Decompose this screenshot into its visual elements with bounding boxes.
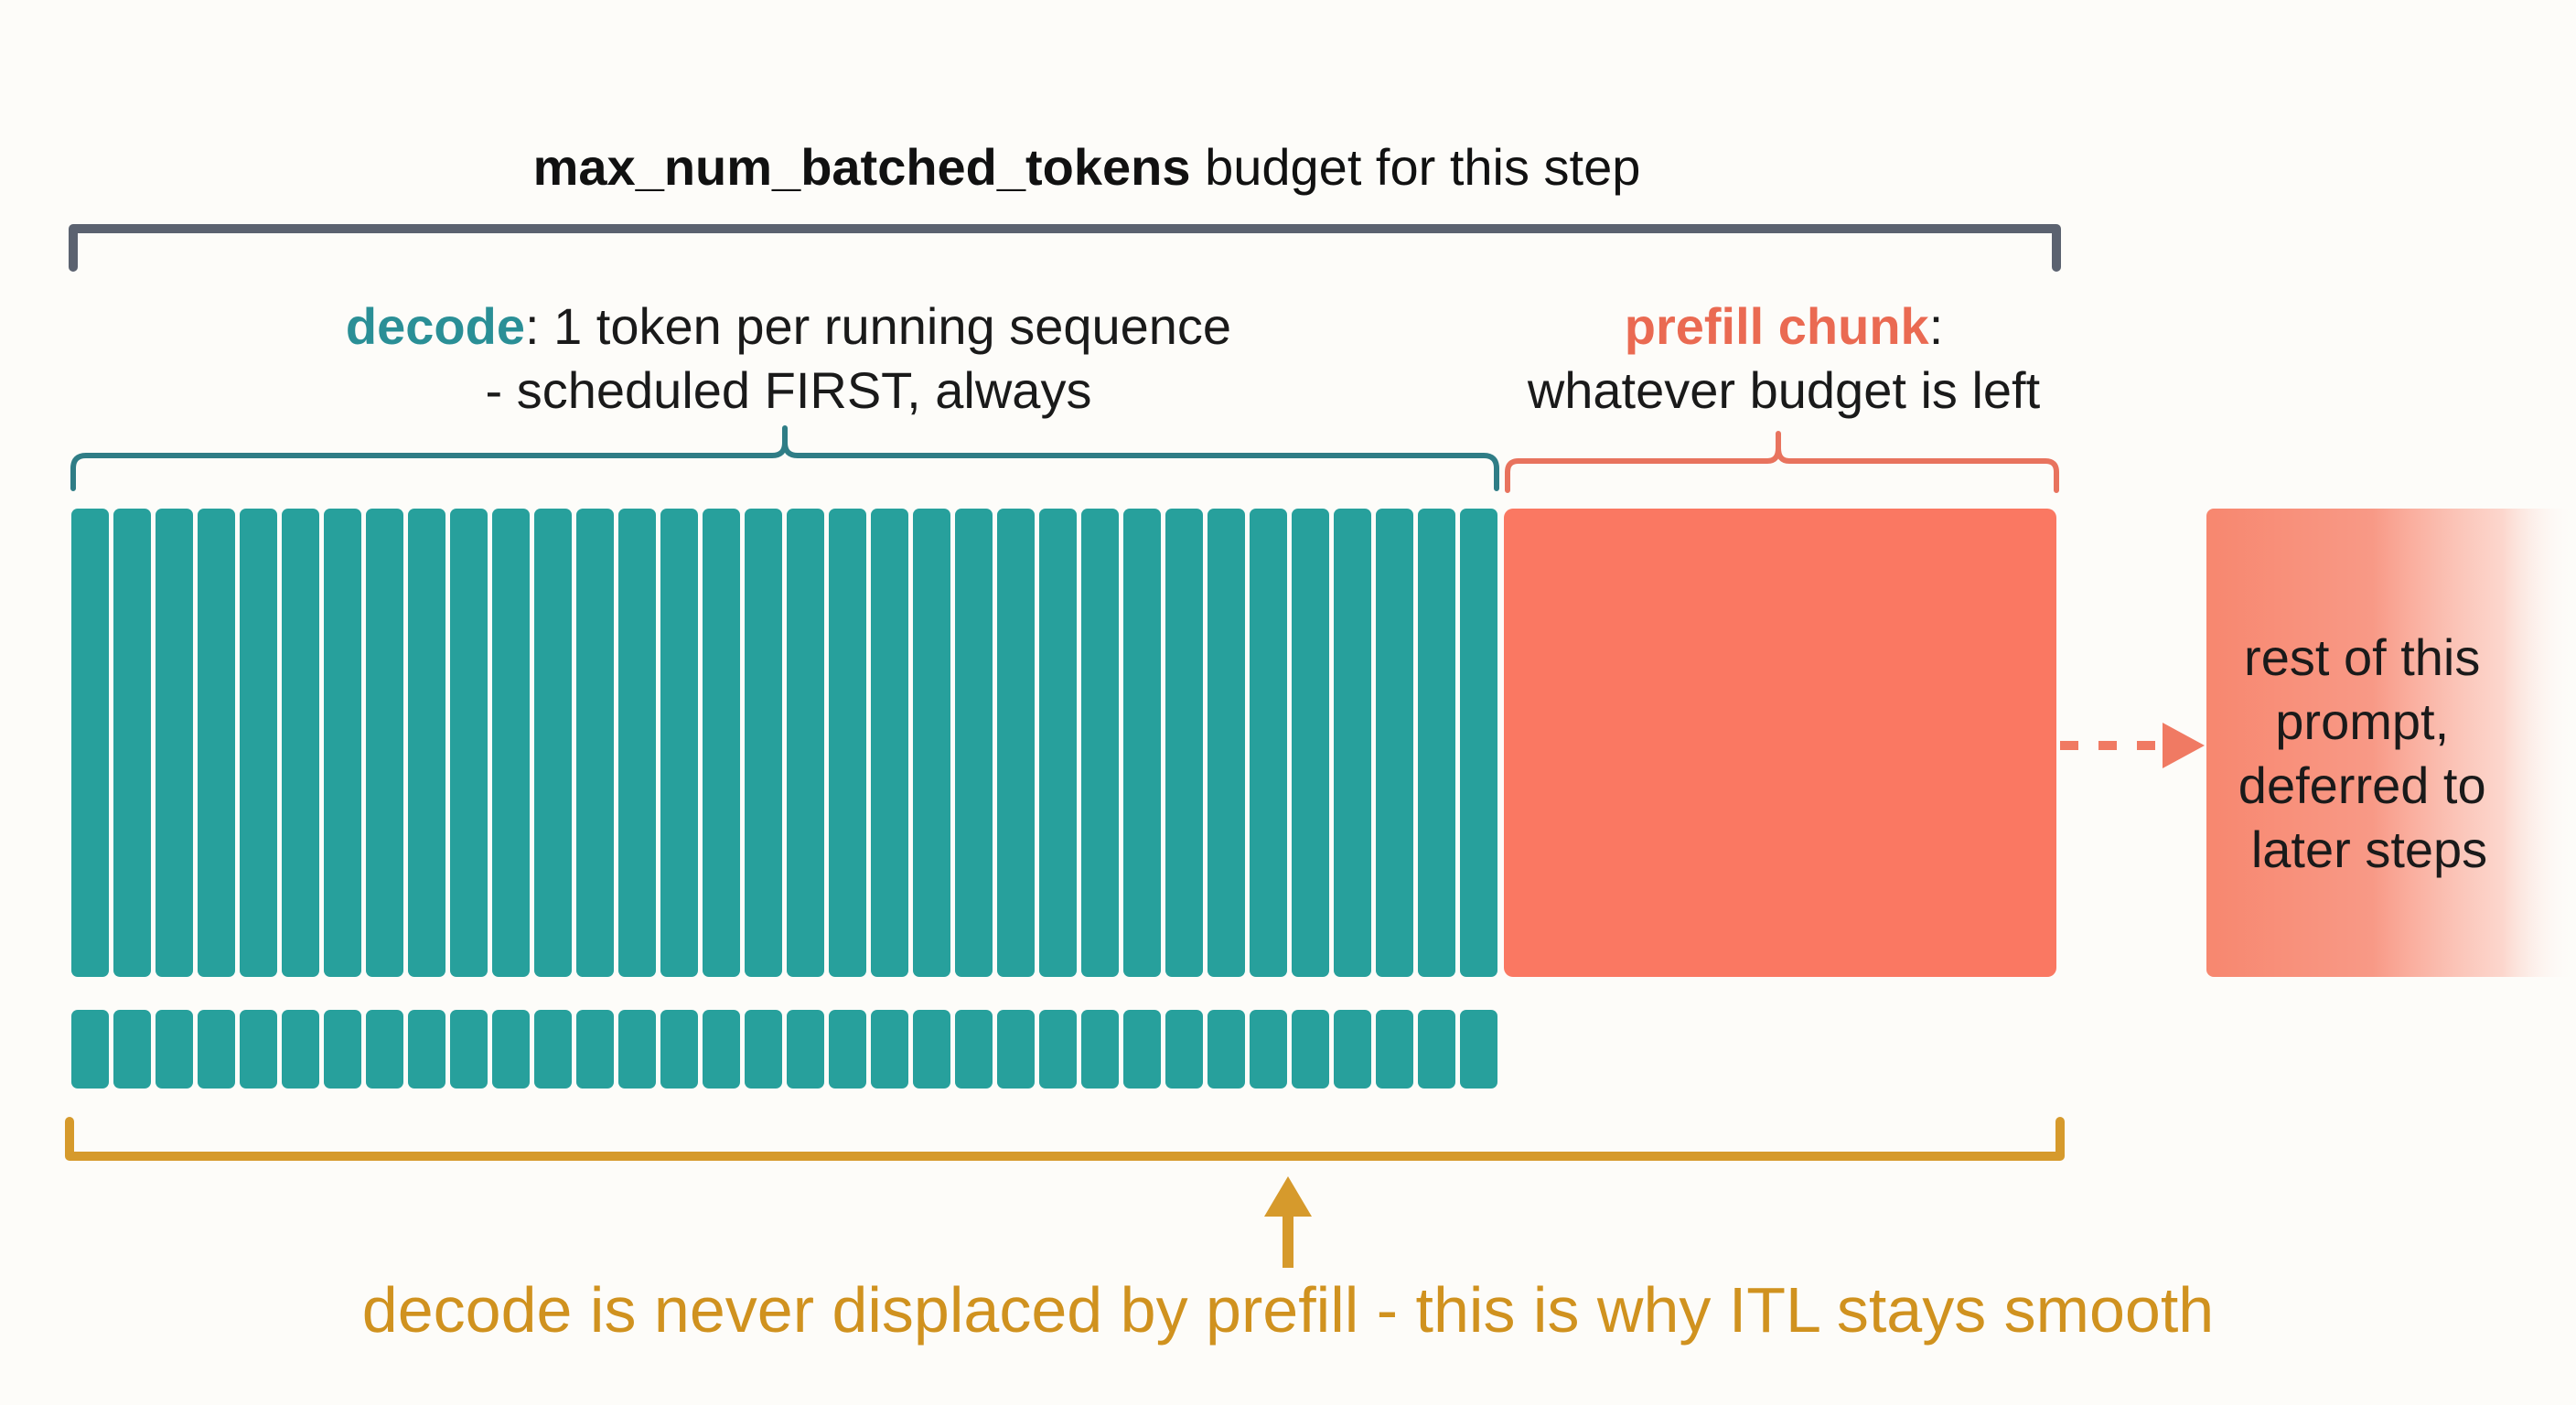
decode-token-bottom	[1081, 1010, 1119, 1089]
decode-token-bottom	[1039, 1010, 1077, 1089]
budget-label-bold: max_num_batched_tokens	[533, 138, 1191, 196]
prefill-term: prefill chunk	[1625, 297, 1930, 355]
decode-token	[492, 509, 530, 977]
decode-token	[787, 509, 824, 977]
decode-token	[1123, 509, 1161, 977]
budget-bracket	[69, 224, 2061, 272]
decode-brace	[70, 425, 1499, 491]
prefill-chunk-block	[1504, 509, 2056, 977]
deferred-line-4: later steps	[2251, 820, 2487, 878]
decode-token-bottom	[366, 1010, 403, 1089]
decode-token-bottom	[703, 1010, 740, 1089]
decode-token	[156, 509, 193, 977]
decode-token-bottom	[871, 1010, 908, 1089]
decode-token-bottom	[1292, 1010, 1329, 1089]
decode-token-bottom	[745, 1010, 782, 1089]
decode-token-bottom	[324, 1010, 361, 1089]
decode-token	[450, 509, 488, 977]
decode-token	[1418, 509, 1455, 977]
decode-token-bottom	[618, 1010, 656, 1089]
decode-token	[871, 509, 908, 977]
deferred-line-2: prompt,	[2275, 692, 2449, 750]
decode-token-bottom	[660, 1010, 698, 1089]
budget-label-rest: budget for this step	[1191, 138, 1641, 196]
decode-token-bottom	[450, 1010, 488, 1089]
decode-token-bottom	[534, 1010, 572, 1089]
decode-token-bottom	[1250, 1010, 1287, 1089]
decode-token	[997, 509, 1035, 977]
decode-label-line2: - scheduled FIRST, always	[486, 361, 1092, 419]
deferred-line-1: rest of this	[2244, 628, 2480, 686]
decode-token	[660, 509, 698, 977]
decode-token-bottom	[829, 1010, 866, 1089]
decode-token	[1334, 509, 1371, 977]
decode-token-bottom	[1165, 1010, 1203, 1089]
decode-token	[366, 509, 403, 977]
decode-token-bottom	[1418, 1010, 1455, 1089]
decode-token	[1250, 509, 1287, 977]
decode-token-bottom	[955, 1010, 993, 1089]
decode-token	[955, 509, 993, 977]
decode-token-bottom	[913, 1010, 950, 1089]
decode-token	[534, 509, 572, 977]
decode-token-bottom	[1208, 1010, 1245, 1089]
deferred-text: rest of this prompt, deferred to later s…	[2238, 628, 2500, 878]
decode-token-bottom	[282, 1010, 319, 1089]
decode-label-line1: decode: 1 token per running sequence	[346, 297, 1231, 355]
decode-token	[576, 509, 614, 977]
prefill-brace	[1505, 431, 2059, 493]
decode-token-bottom	[576, 1010, 614, 1089]
decode-token-bottom	[787, 1010, 824, 1089]
decode-token	[1376, 509, 1413, 977]
decode-token	[1165, 509, 1203, 977]
decode-token-bottom	[198, 1010, 235, 1089]
decode-term: decode	[346, 297, 525, 355]
decode-token-row-2	[71, 1010, 1497, 1089]
decode-token	[829, 509, 866, 977]
prefill-label-rest: :	[1929, 297, 1944, 355]
decode-token	[1208, 509, 1245, 977]
decode-token	[324, 509, 361, 977]
decode-token	[745, 509, 782, 977]
decode-token-bottom	[997, 1010, 1035, 1089]
decode-label-rest: : 1 token per running sequence	[525, 297, 1231, 355]
prefill-label-line1: prefill chunk:	[1625, 297, 1944, 355]
note-bracket	[65, 1117, 2065, 1161]
decode-token	[71, 509, 109, 977]
decode-token-bottom	[1334, 1010, 1371, 1089]
budget-label: max_num_batched_tokens budget for this s…	[533, 138, 1641, 196]
decode-token-bottom	[1460, 1010, 1497, 1089]
decode-token-bottom	[1123, 1010, 1161, 1089]
decode-token	[618, 509, 656, 977]
prefill-label-line2: whatever budget is left	[1527, 361, 2041, 419]
deferred-arrow-head	[2163, 723, 2205, 768]
decode-token	[1039, 509, 1077, 977]
decode-token	[240, 509, 277, 977]
note-arrow-head	[1264, 1176, 1312, 1217]
decode-token	[1081, 509, 1119, 977]
decode-token-bottom	[240, 1010, 277, 1089]
decode-token-bottom	[71, 1010, 109, 1089]
decode-token-bottom	[408, 1010, 445, 1089]
decode-token	[703, 509, 740, 977]
decode-token-bottom	[156, 1010, 193, 1089]
decode-token	[282, 509, 319, 977]
decode-token	[113, 509, 151, 977]
decode-token-group	[71, 509, 1497, 977]
decode-token	[198, 509, 235, 977]
note-text: decode is never displaced by prefill - t…	[362, 1274, 2214, 1346]
deferred-line-3: deferred to	[2238, 756, 2486, 814]
decode-token	[913, 509, 950, 977]
decode-token-bottom	[1376, 1010, 1413, 1089]
decode-token-bottom	[113, 1010, 151, 1089]
deferred-remainder-block	[2206, 509, 2576, 977]
decode-token	[1460, 509, 1497, 977]
decode-token-bottom	[492, 1010, 530, 1089]
decode-token	[408, 509, 445, 977]
decode-token	[1292, 509, 1329, 977]
